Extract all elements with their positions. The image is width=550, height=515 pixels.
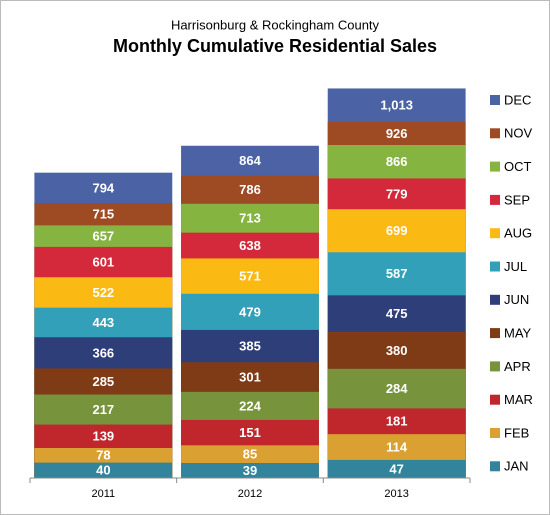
value-label: 794 (92, 180, 114, 195)
value-label: 479 (239, 304, 261, 319)
legend-swatch (490, 228, 500, 239)
value-label: 443 (92, 315, 114, 330)
legend-label: JUN (504, 292, 529, 307)
value-label: 284 (386, 381, 408, 396)
legend-label: DEC (504, 92, 531, 107)
value-label: 385 (239, 339, 261, 354)
legend-label: AUG (504, 226, 532, 241)
value-label: 715 (92, 207, 114, 222)
value-label: 40 (96, 463, 110, 478)
value-label: 601 (92, 255, 114, 270)
value-label: 285 (92, 374, 114, 389)
x-tick-label: 2013 (384, 488, 408, 500)
legend-label: OCT (504, 159, 532, 174)
value-label: 699 (386, 223, 408, 238)
value-label: 217 (92, 402, 114, 417)
value-label: 926 (386, 126, 408, 141)
value-label: 475 (386, 306, 408, 321)
value-label: 366 (92, 345, 114, 360)
value-label: 301 (239, 369, 261, 384)
bar (327, 459, 466, 478)
bar (181, 463, 319, 478)
legend-label: JUL (504, 259, 527, 274)
value-label: 779 (386, 186, 408, 201)
legend-swatch (490, 461, 500, 472)
value-label: 587 (386, 266, 408, 281)
legend-swatch (490, 161, 500, 172)
legend-label: MAR (504, 392, 533, 407)
value-label: 657 (92, 229, 114, 244)
legend-label: MAY (504, 326, 532, 341)
legend-swatch (490, 361, 500, 372)
bar (34, 462, 173, 478)
legend-label: JAN (504, 459, 529, 474)
value-label: 139 (92, 429, 114, 444)
value-label: 786 (239, 182, 261, 197)
value-label: 114 (386, 439, 408, 454)
legend-swatch (490, 394, 500, 405)
value-label: 1,013 (380, 98, 413, 113)
chart-subtitle: Harrisonburg & Rockingham County (171, 17, 380, 32)
value-label: 713 (239, 211, 261, 226)
value-label: 39 (243, 463, 257, 478)
value-label: 380 (386, 343, 408, 358)
legend-label: NOV (504, 126, 533, 141)
value-label: 181 (386, 414, 408, 429)
value-label: 85 (243, 447, 257, 462)
value-label: 866 (386, 154, 408, 169)
legend-swatch (490, 128, 500, 139)
legend-swatch (490, 261, 500, 272)
legend-swatch (490, 95, 500, 105)
value-label: 47 (389, 461, 403, 476)
legend-label: SEP (504, 192, 530, 207)
value-label: 864 (239, 153, 261, 168)
x-tick-label: 2012 (238, 488, 262, 500)
legend-swatch (490, 328, 500, 339)
value-label: 638 (239, 238, 261, 253)
x-tick-label: 2011 (92, 488, 116, 500)
legend-swatch (490, 294, 500, 305)
legend-swatch (490, 428, 500, 438)
legend-label: FEB (504, 425, 529, 440)
legend-swatch (490, 194, 500, 205)
chart-title: Monthly Cumulative Residential Sales (113, 36, 437, 56)
value-label: 571 (239, 269, 261, 284)
value-label: 522 (92, 285, 114, 300)
value-label: 151 (239, 425, 261, 440)
legend-label: APR (504, 359, 531, 374)
value-label: 78 (96, 448, 110, 463)
value-label: 224 (239, 398, 261, 413)
